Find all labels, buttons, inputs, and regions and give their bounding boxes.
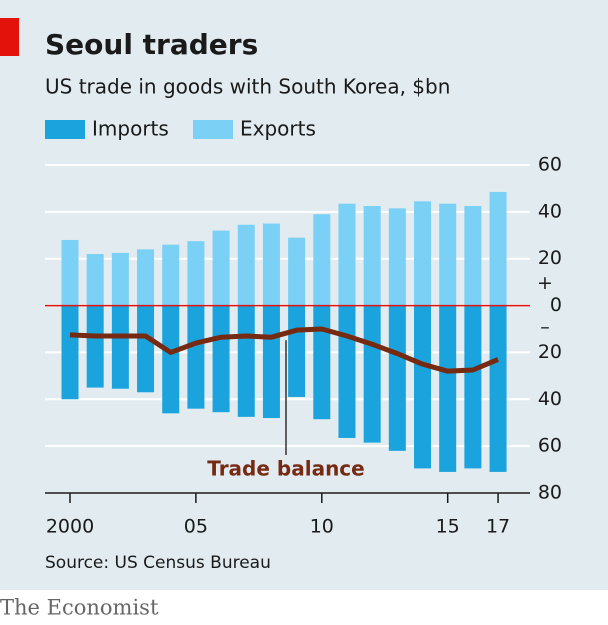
bar	[439, 203, 457, 306]
bar	[414, 201, 432, 306]
y-tick-label: 60	[538, 435, 562, 457]
bar	[237, 305, 255, 417]
x-tick-label: 17	[486, 516, 510, 538]
y-tick-label: 40	[538, 388, 562, 410]
bar	[162, 305, 180, 414]
bar	[86, 254, 104, 306]
legend-label: Imports	[92, 117, 169, 141]
bar	[61, 239, 79, 306]
bar	[111, 305, 129, 389]
y-tick-label: 20	[538, 341, 562, 363]
bar	[313, 214, 331, 306]
bar	[313, 305, 331, 420]
bar	[464, 305, 482, 469]
y-tick-label: 40	[538, 200, 562, 222]
y-tick-label: 60	[538, 154, 562, 176]
x-tick-label: 15	[436, 516, 460, 538]
bar	[388, 208, 406, 306]
bar	[137, 305, 155, 393]
bar	[137, 249, 155, 306]
y-sign: +	[537, 272, 553, 294]
y-tick-label: 80	[538, 482, 562, 504]
bar	[464, 206, 482, 306]
bar	[111, 252, 129, 306]
chart-subtitle: US trade in goods with South Korea, $bn	[45, 75, 450, 99]
bar	[338, 305, 356, 438]
bar	[363, 206, 381, 306]
bar	[187, 241, 205, 306]
red-tag	[0, 18, 19, 56]
y-sign: –	[540, 316, 550, 338]
legend-label: Exports	[240, 117, 316, 141]
bar	[288, 305, 306, 397]
bar	[288, 237, 306, 306]
bar	[86, 305, 104, 388]
bar	[489, 305, 507, 472]
bar	[212, 230, 230, 306]
x-tick-label: 2000	[46, 516, 94, 538]
bar	[187, 305, 205, 409]
brand: The Economist	[0, 596, 159, 620]
bar	[262, 305, 280, 419]
x-tick-label: 05	[184, 516, 208, 538]
x-tick-label: 10	[310, 516, 334, 538]
legend-swatch	[193, 120, 233, 139]
bar	[262, 223, 280, 306]
legend-swatch	[45, 120, 85, 139]
bar	[61, 305, 79, 400]
footer-bg	[0, 590, 608, 625]
bar	[363, 305, 381, 443]
bar	[338, 203, 356, 306]
bar	[414, 305, 432, 469]
source: Source: US Census Bureau	[45, 553, 271, 573]
y-tick-label: 20	[538, 247, 562, 269]
bar	[388, 305, 406, 451]
y-tick-label: 0	[550, 294, 562, 316]
bar	[237, 224, 255, 306]
bar	[489, 191, 507, 306]
annotation: Trade balance	[207, 457, 364, 481]
bar	[439, 305, 457, 472]
bar	[212, 305, 230, 413]
line	[69, 326, 500, 374]
bar	[162, 244, 180, 306]
chart-title: Seoul traders	[45, 28, 258, 61]
